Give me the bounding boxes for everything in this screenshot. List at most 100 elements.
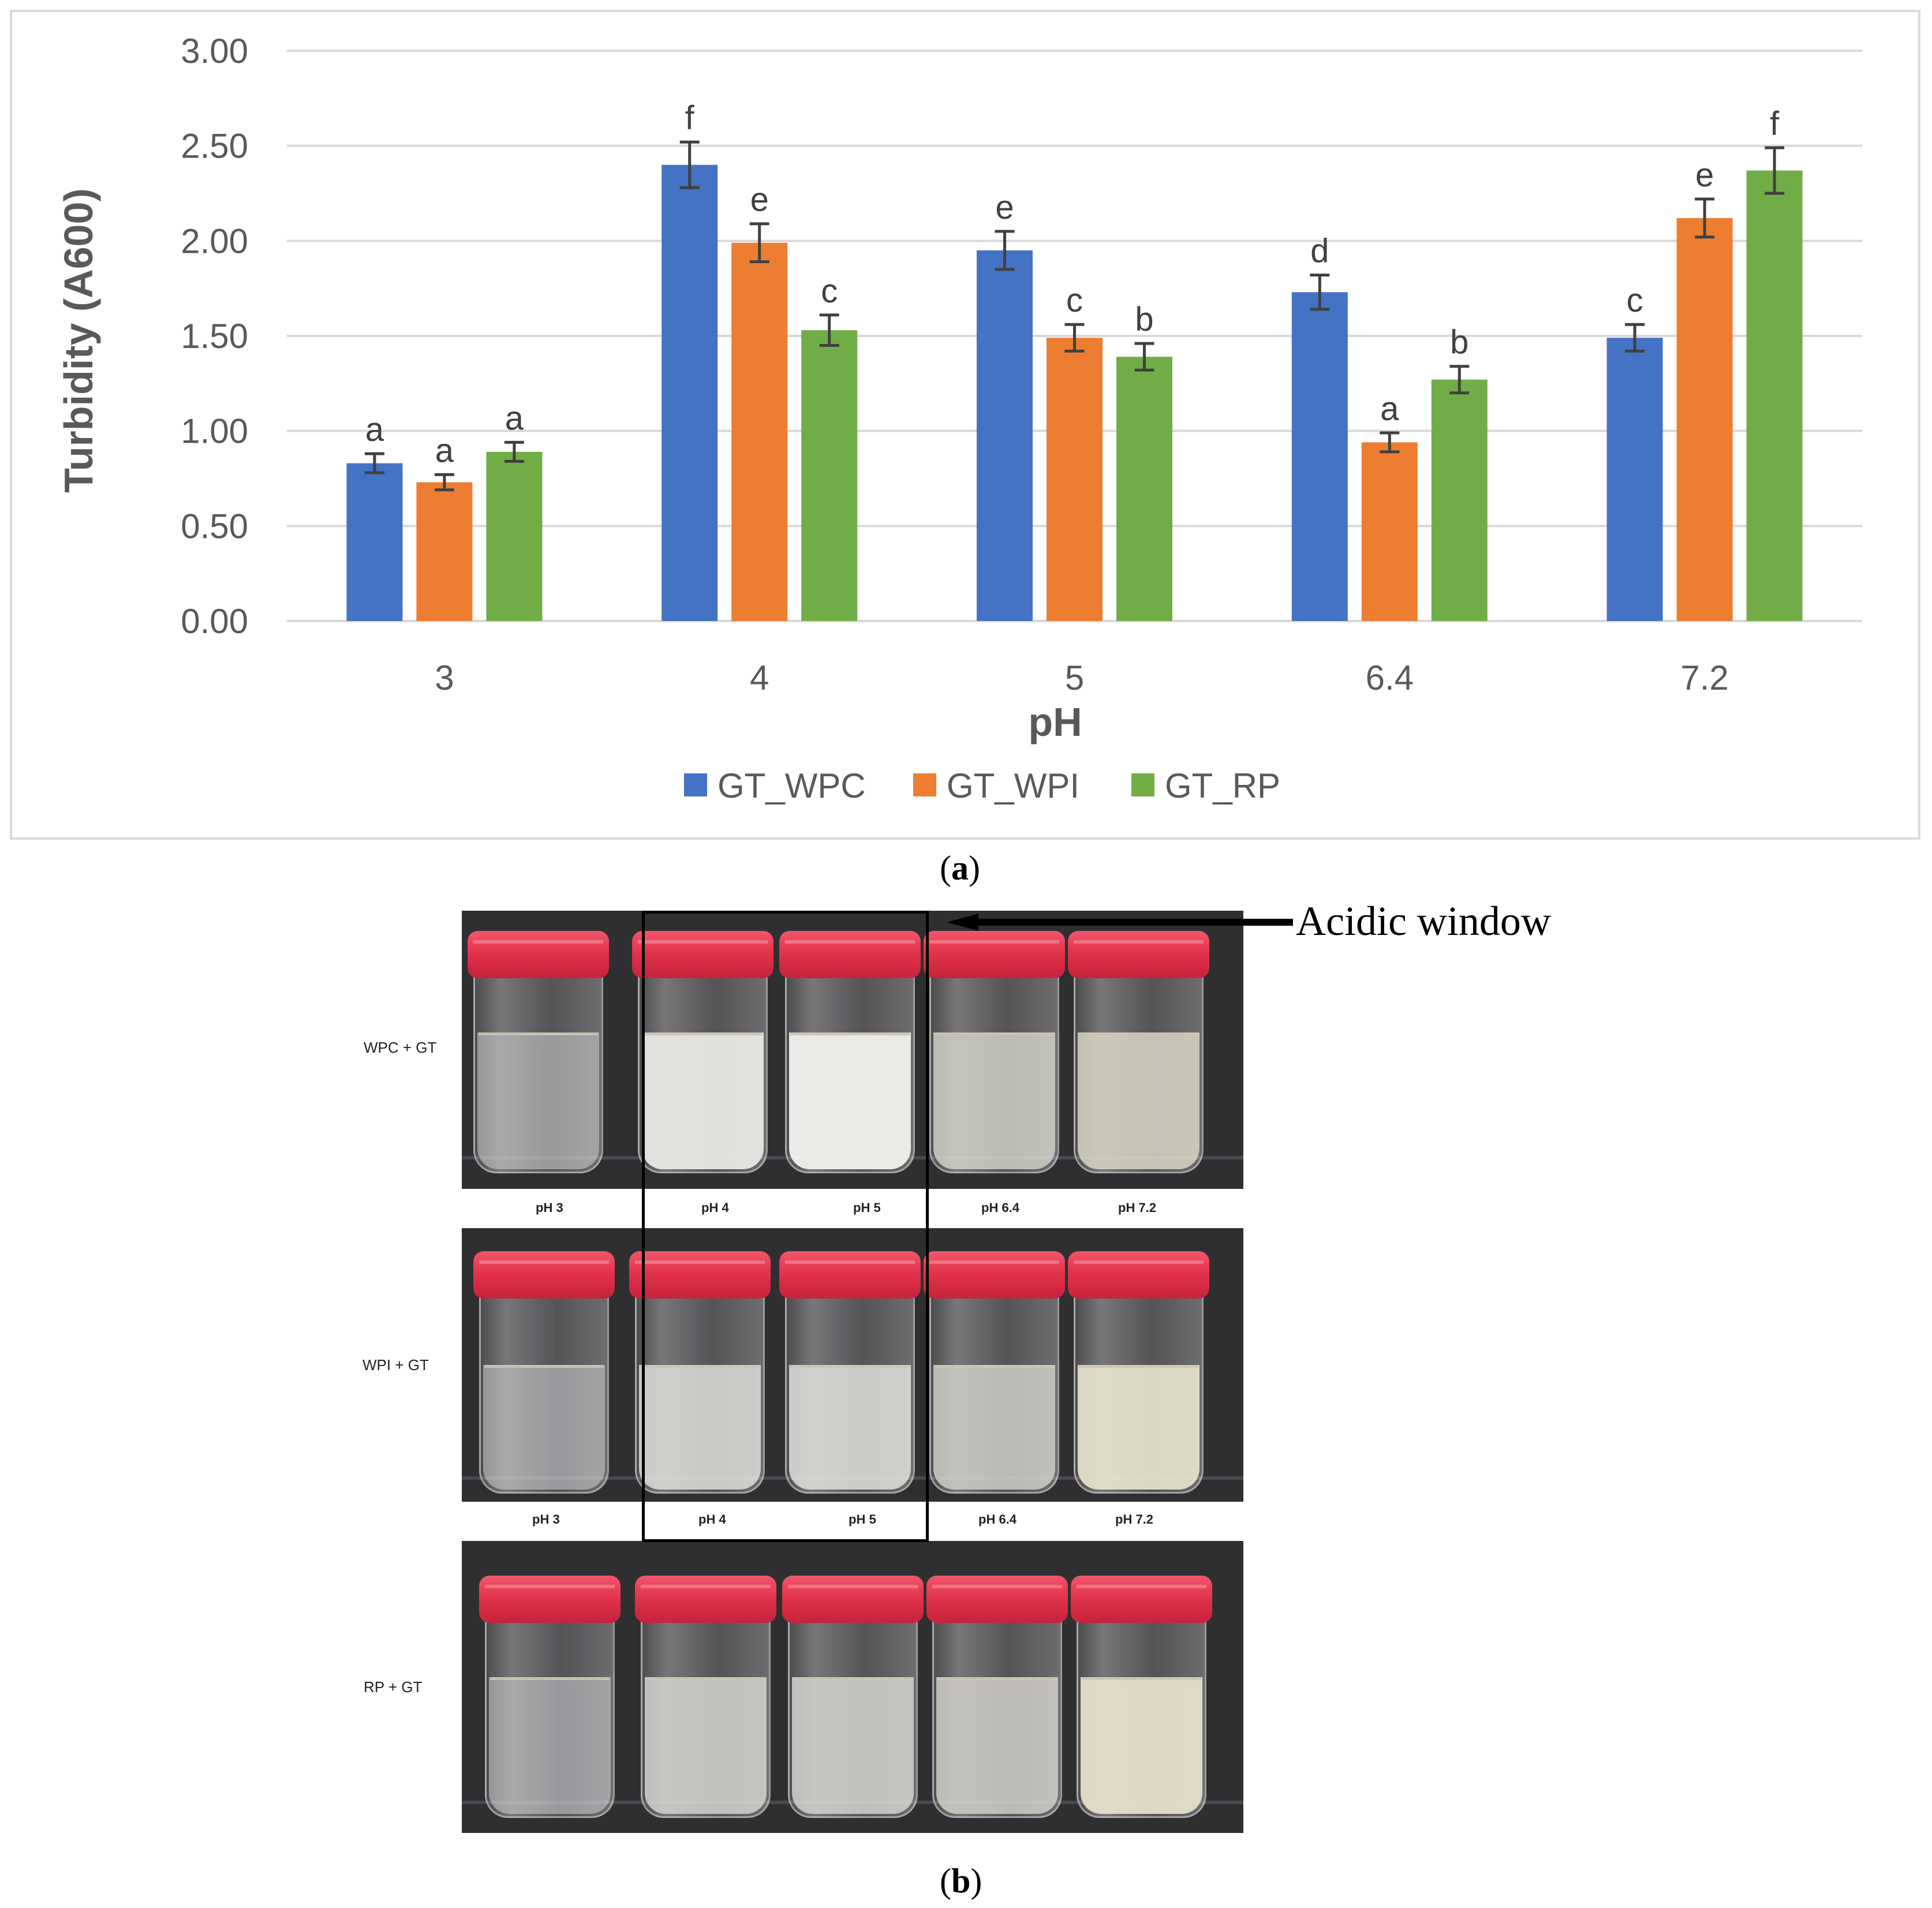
jar-body: [785, 971, 915, 1173]
photo-row-wpc: [462, 911, 1243, 1189]
jar-cap: [926, 1576, 1068, 1623]
legend-label: GT_WPC: [718, 766, 866, 805]
ph-label: pH 6.4: [978, 1512, 1017, 1527]
sample-jar: [468, 931, 609, 1173]
significance-letter: a: [365, 411, 384, 448]
liquid-surface: [935, 1032, 1054, 1036]
error-bar: [364, 452, 384, 474]
jar-body: [641, 1616, 771, 1818]
bar-GT_WPI-6.4: [1361, 442, 1418, 621]
significance-letter: e: [1695, 156, 1714, 194]
jar-cap: [924, 931, 1065, 978]
y-tick-label: 1.50: [181, 317, 248, 356]
jar-cap: [635, 1576, 776, 1623]
bar-GT_RP-4: [801, 330, 858, 621]
x-tick-label: 4: [750, 659, 769, 697]
error-bar: [1695, 197, 1715, 239]
jar-liquid: [642, 1032, 764, 1169]
sample-jar: [779, 1251, 921, 1494]
ph-label: pH 3: [532, 1512, 560, 1527]
error-bar: [679, 140, 700, 189]
ph-label: pH 7.2: [1115, 1512, 1154, 1527]
legend-swatch: [1131, 773, 1154, 796]
jar-body: [785, 1292, 915, 1494]
significance-letter: b: [1450, 324, 1468, 361]
chart-frame: [10, 10, 1920, 840]
bar-GT_RP-7.2: [1746, 170, 1803, 622]
row-label-wpi: WPI + GT: [363, 1356, 429, 1374]
jar-body: [1074, 1292, 1204, 1494]
sample-jar: [1068, 1251, 1209, 1494]
acidic-window-box: [642, 911, 929, 1542]
jar-cap: [782, 1576, 924, 1623]
error-bar: [749, 222, 769, 264]
liquid-surface: [1079, 1364, 1198, 1368]
jar-body: [1077, 1616, 1206, 1818]
sample-jar: [479, 1576, 621, 1818]
bar-GT_WPC-7.2: [1606, 338, 1663, 621]
x-tick-label: 7.2: [1680, 659, 1728, 697]
bars: [346, 164, 1803, 622]
x-axis-title: pH: [1028, 699, 1082, 745]
significance-letter: b: [1135, 301, 1153, 338]
legend-swatch: [684, 773, 707, 796]
error-bar: [995, 230, 1015, 271]
significance-letter: f: [685, 99, 695, 137]
turbidity-bar-chart: 0.000.501.001.502.002.503.00 aaafececbda…: [56, 32, 1862, 805]
jar-liquid: [489, 1677, 611, 1814]
y-tick-label: 1.00: [181, 412, 248, 451]
bar-GT_WPC-6.4: [1291, 292, 1348, 622]
jar-body: [929, 971, 1059, 1173]
y-axis-title: Turbidity (A600): [56, 188, 101, 493]
caption-b: (b): [940, 1862, 982, 1900]
bar-GT_WPI-5: [1047, 338, 1103, 621]
x-tick-label: 6.4: [1366, 659, 1414, 697]
legend: GT_WPC GT_WPI GT_RP: [684, 766, 1280, 805]
sample-jar: [473, 1251, 615, 1494]
caption-a: (a): [940, 849, 980, 887]
row-label-rp: RP + GT: [364, 1678, 423, 1696]
significance-letter: a: [1380, 390, 1399, 428]
error-bar: [1449, 365, 1470, 395]
jar-body: [932, 1616, 1062, 1818]
liquid-surface: [484, 1364, 604, 1368]
y-tick-label: 2.00: [181, 222, 248, 260]
significance-letter: e: [750, 181, 769, 219]
jar-cap: [779, 931, 921, 978]
jar-liquid: [1081, 1677, 1202, 1814]
photo-row-rp: [462, 1541, 1243, 1833]
photo-row-wpi: [462, 1228, 1243, 1502]
error-bar: [1765, 146, 1785, 195]
sample-jar: [924, 931, 1065, 1173]
jar-cap: [479, 1576, 621, 1623]
error-bar: [1625, 323, 1645, 353]
sample-jar: [1071, 1576, 1212, 1818]
error-bar: [434, 473, 454, 492]
bar-GT_WPC-5: [977, 250, 1033, 621]
acidic-window-label: Acidic window: [1296, 898, 1551, 944]
arrow-left-icon: [947, 914, 1293, 931]
error-bars: [364, 140, 1785, 492]
error-bar: [1134, 342, 1154, 372]
jar-cap: [473, 1251, 615, 1299]
bar-GT_WPI-7.2: [1676, 218, 1733, 621]
bar-GT_RP-5: [1116, 357, 1172, 621]
legend-item-GT_RP: GT_RP: [1131, 766, 1280, 805]
liquid-surface: [793, 1677, 913, 1681]
jar-liquid: [789, 1364, 911, 1490]
jar-cap: [779, 1251, 921, 1299]
jar-liquid: [477, 1032, 599, 1169]
sample-jar: [629, 1251, 771, 1494]
error-bar: [1380, 431, 1400, 454]
significance-letter: a: [435, 432, 454, 469]
jar-liquid: [1078, 1364, 1199, 1490]
bar-GT_RP-3: [486, 451, 543, 621]
significance-letter: a: [505, 399, 524, 437]
legend-swatch: [913, 773, 936, 796]
significance-letter: c: [1066, 282, 1083, 319]
sample-jar: [924, 1251, 1065, 1494]
jar-liquid: [645, 1677, 767, 1814]
liquid-surface: [479, 1032, 598, 1036]
jar-cap: [1071, 1576, 1212, 1623]
legend-label: GT_WPI: [947, 766, 1079, 805]
